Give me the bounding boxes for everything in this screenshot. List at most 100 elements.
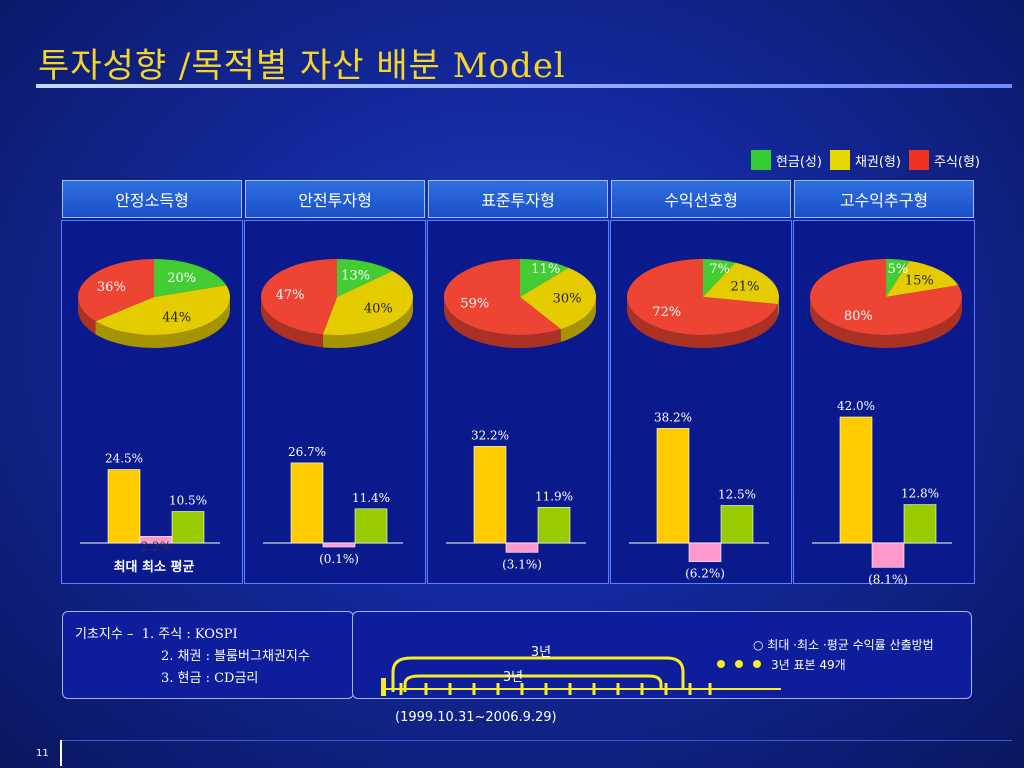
legend-swatch-bond [829, 150, 850, 170]
pie-label-stock: 47% [276, 288, 305, 303]
pie-side-stock [627, 297, 778, 348]
pie-side-stock [810, 297, 962, 348]
bar-avg [171, 511, 205, 544]
panel-1: 20% 44% 36% 24.5% 2.2% 10.5% 최대 최소 평균 [61, 220, 243, 584]
panel-chart-2: 13% 40% 47% 26.7% (0.1%) 11.4% [261, 259, 413, 566]
bar-avg [903, 504, 937, 544]
bar-max [473, 446, 507, 544]
bar-max [839, 416, 873, 544]
pie-side-bond [560, 297, 596, 343]
bar-label-max: 42.0% [837, 399, 875, 413]
base-index-item-1: 1. 주식 : KOSPI [141, 627, 238, 642]
base-index-item-3: 3. 현금 : CD금리 [161, 671, 259, 686]
bar-min [871, 542, 905, 568]
pie-label-bond: 44% [162, 311, 191, 326]
base-index-box: 기초지수 – 1. 주식 : KOSPI 2. 채권 : 블룸버그채권지수 3.… [62, 611, 354, 699]
bar-label-min: (3.1%) [502, 557, 542, 571]
timeline-diagram: 3년 3년 ○ 최대 ·최소 ·평균 수익률 산출방법 3년 표본 49개 [381, 638, 934, 696]
page-title: 투자성향 /목적별 자산 배분 Model [38, 46, 566, 86]
pie-label-cash: 7% [709, 262, 730, 277]
footer-rule [62, 740, 1012, 741]
panel-2: 13% 40% 47% 26.7% (0.1%) 11.4% [244, 220, 426, 584]
bar-label-avg: 11.4% [352, 491, 390, 505]
pie-label-stock: 36% [97, 280, 126, 295]
pie-label-cash: 11% [531, 262, 560, 277]
bar-avg [537, 506, 571, 544]
panel-chart-5: 5%15% 80% 42.0% (8.1%) 12.8% [810, 259, 962, 585]
footer-divider [60, 740, 62, 766]
timeline-dot-2 [735, 660, 743, 668]
title-underline [36, 84, 1012, 88]
timeline-start-marker [381, 678, 386, 696]
bar-label-avg: 12.5% [718, 488, 756, 502]
legend-label-stock: 주식(형) [933, 154, 980, 170]
sample-period: (1999.10.31~2006.9.29) [395, 710, 557, 725]
pie-label-bond: 15% [905, 273, 934, 288]
pie-slice-bond [703, 262, 779, 305]
bar-avg [354, 508, 388, 544]
bar-min [688, 542, 722, 562]
pie-label-stock: 72% [652, 305, 681, 320]
pie-slice-cash [520, 259, 569, 297]
legend-item-bond: 채권(형) [829, 150, 901, 170]
pie-slice-bond [886, 260, 959, 297]
pie-slice-bond [520, 267, 596, 330]
column-header-1: 안정소득형 [62, 180, 242, 218]
bar-axis-caption: 최대 최소 평균 [114, 559, 195, 575]
pie-slice-cash [886, 259, 910, 297]
legend: 현금(성) 채권(형) 주식(형) [750, 150, 980, 170]
pie-label-bond: 40% [364, 301, 393, 316]
bar-label-min: 2.2% [141, 539, 172, 553]
bar-max [290, 462, 324, 544]
base-index-item-2: 2. 채권 : 블룸버그채권지수 [161, 649, 310, 664]
pie-label-bond: 21% [731, 279, 760, 294]
legend-label-bond: 채권(형) [854, 154, 901, 170]
legend-item-cash: 현금(성) [750, 150, 822, 170]
bar-label-min: (0.1%) [319, 552, 359, 566]
timeline-span-label-2: 3년 [503, 670, 523, 685]
pie-label-cash: 5% [888, 262, 909, 277]
page-number: 11 [36, 748, 49, 759]
bar-max [656, 428, 690, 544]
bar-min [505, 542, 539, 553]
column-header-2: 안전투자형 [245, 180, 425, 218]
pie-label-cash: 20% [167, 271, 196, 286]
pie-label-cash: 13% [341, 268, 370, 283]
pie-slice-stock [444, 259, 561, 335]
panel-chart-4: 7%21% 72% 38.2% (6.2%) 12.5% [627, 259, 779, 581]
bar-avg [720, 505, 754, 544]
timeline-box: 3년 3년 ○ 최대 ·최소 ·평균 수익률 산출방법 3년 표본 49개 [352, 611, 972, 699]
bar-label-max: 24.5% [105, 452, 143, 466]
timeline-arc-2 [403, 674, 663, 692]
legend-item-stock: 주식(형) [908, 150, 980, 170]
timeline-ticks [399, 683, 712, 695]
column-header-4: 수익선호형 [611, 180, 791, 218]
pie-slice-stock [627, 259, 778, 335]
pie-side-stock [78, 297, 96, 335]
bar-label-avg: 11.9% [535, 489, 573, 503]
pie-side-bond [777, 297, 779, 318]
panel-4: 7% 21% 72% 38.2% (6.2%) 12.5% [610, 220, 792, 584]
timeline-span-label-1: 3년 [531, 645, 551, 660]
pie-slice-stock [261, 259, 337, 335]
pie-slice-cash [703, 259, 736, 297]
pie-label-stock: 80% [844, 309, 873, 324]
base-index-heading: 기초지수 – [75, 627, 134, 642]
pie-label-bond: 30% [553, 291, 582, 306]
bar-label-min: (8.1%) [868, 572, 908, 585]
bar-label-min: (6.2%) [685, 567, 725, 581]
column-header-5: 고수익추구형 [794, 180, 974, 218]
legend-swatch-stock [908, 150, 929, 170]
bar-label-max: 32.2% [471, 428, 509, 442]
bar-label-max: 38.2% [654, 410, 692, 424]
timeline-note-2: 3년 표본 49개 [771, 658, 846, 672]
timeline-dot-3 [753, 660, 761, 668]
pie-side-bond [95, 297, 230, 348]
bar-label-max: 26.7% [288, 445, 326, 459]
legend-label-cash: 현금(성) [775, 154, 822, 170]
pie-slice-cash [337, 259, 393, 297]
pie-slice-stock [810, 259, 962, 335]
column-header-3: 표준투자형 [428, 180, 608, 218]
bar-min [322, 542, 356, 548]
bar-label-avg: 10.5% [169, 494, 207, 508]
